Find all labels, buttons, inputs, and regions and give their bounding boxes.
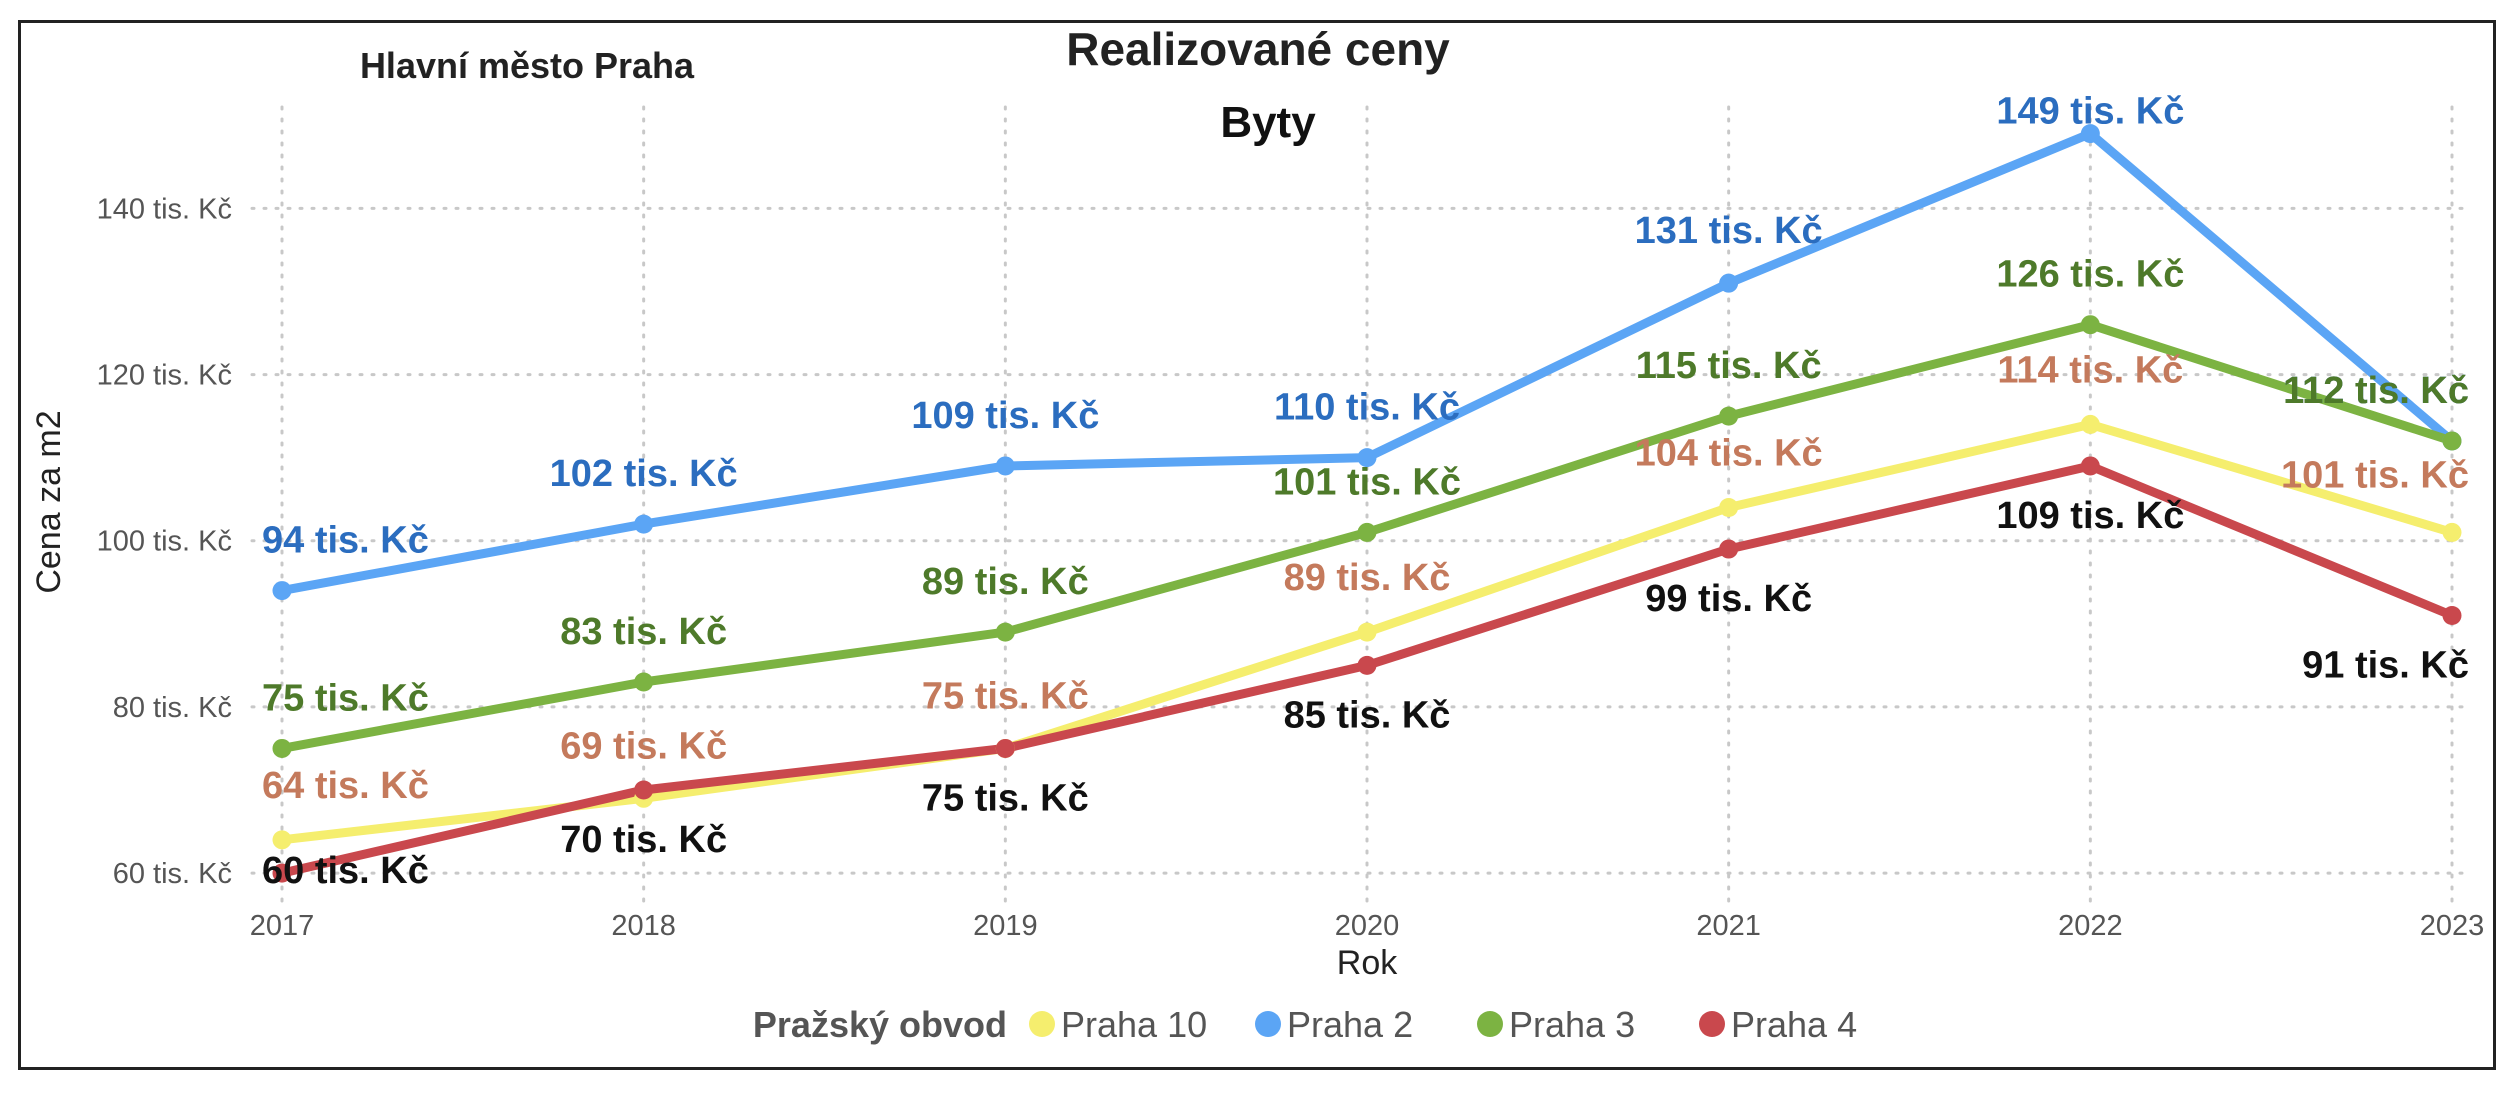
chart-subtitle: Byty [1220, 98, 1316, 147]
chart-frame [18, 20, 2496, 1070]
data-label: 112 tis. Kč [2283, 370, 2469, 412]
data-point [2442, 522, 2462, 542]
data-point [2442, 606, 2462, 626]
legend-marker [1255, 1011, 1281, 1037]
data-label: 64 tis. Kč [262, 765, 429, 807]
data-label: 89 tis. Kč [922, 561, 1089, 603]
data-point [1719, 539, 1739, 559]
data-label: 126 tis. Kč [1996, 254, 2184, 296]
x-tick-label: 2022 [2058, 910, 2123, 942]
y-tick-label: 140 tis. Kč [97, 193, 232, 225]
axis-ticks: 2017 2018 2019 2020 2021 2022 2023 60 tis. Kč 80… [97, 193, 2485, 942]
data-point [2080, 315, 2100, 335]
x-tick-label: 2023 [2420, 910, 2485, 942]
legend-marker [1699, 1011, 1725, 1037]
data-label: 115 tis. Kč [1636, 345, 1822, 387]
data-label: 112 tis. Kč [2283, 370, 2469, 412]
data-point [1719, 498, 1739, 517]
region-label: Hlavní město Praha [360, 45, 695, 86]
data-point [1357, 622, 1377, 642]
legend-items: Praha 10 Praha 2 Praha 3 Praha 4 [1029, 1004, 1857, 1045]
data-point [2080, 414, 2100, 434]
legend-item: Praha 3 [1477, 1004, 1635, 1045]
legend-label: Praha 10 [1061, 1004, 1207, 1045]
data-point [272, 581, 292, 601]
data-point [1719, 273, 1739, 293]
data-point [995, 738, 1015, 758]
grid [250, 105, 2466, 904]
legend-label: Praha 4 [1731, 1004, 1857, 1045]
data-label: 110 tis. Kč [1274, 387, 1460, 429]
data-point [1357, 655, 1377, 675]
y-tick-label: 80 tis. Kč [113, 692, 232, 724]
data-point [1357, 522, 1377, 542]
legend-item: Praha 2 [1255, 1004, 1413, 1045]
data-label: 89 tis. Kč [1284, 557, 1451, 599]
data-label: 60 tis. Kč [262, 850, 429, 892]
data-point [995, 622, 1015, 642]
data-point [634, 514, 654, 534]
data-point [2442, 431, 2462, 451]
y-axis-title: Cena za m2 [30, 410, 68, 593]
data-label: 83 tis. Kč [560, 611, 727, 653]
data-label: 149 tis. Kč [1996, 91, 2184, 133]
data-label: 131 tis. Kč [1635, 210, 1823, 252]
y-tick-label: 100 tis. Kč [97, 526, 232, 558]
data-point [995, 456, 1015, 476]
data-label: 109 tis. Kč [911, 395, 1099, 437]
data-point [272, 738, 292, 758]
x-tick-label: 2017 [250, 910, 315, 942]
legend: Pražský obvod Praha 10 Praha 2 Praha 3 Prah… [753, 1004, 1857, 1045]
data-label: 101 tis. Kč [2281, 454, 2469, 496]
y-tick-label: 60 tis. Kč [113, 858, 232, 890]
data-point [2080, 124, 2100, 144]
x-tick-label: 2018 [611, 910, 676, 942]
data-label: 70 tis. Kč [560, 819, 727, 861]
data-point [634, 672, 654, 692]
legend-item: Praha 4 [1699, 1004, 1857, 1045]
data-label: 114 tis. Kč [1997, 349, 2183, 391]
data-label: 75 tis. Kč [922, 675, 1089, 717]
data-point [634, 780, 654, 800]
data-point [272, 830, 292, 850]
data-label: 101 tis. Kč [1273, 461, 1461, 503]
legend-label: Praha 3 [1509, 1004, 1635, 1045]
data-point [1719, 406, 1739, 426]
data-label: 69 tis. Kč [560, 725, 727, 767]
data-points [272, 124, 2462, 883]
data-label: 91 tis. Kč [2302, 645, 2469, 687]
chart-title: Realizované ceny [1066, 23, 1450, 75]
data-label: 75 tis. Kč [922, 777, 1089, 819]
legend-item: Praha 10 [1029, 1004, 1207, 1045]
x-tick-label: 2021 [1696, 910, 1761, 942]
data-labels: 64 tis. Kč 69 tis. Kč 75 tis. Kč 89 tis. Kč… [262, 91, 2469, 892]
data-label: 99 tis. Kč [1645, 578, 1812, 620]
legend-title: Pražský obvod [753, 1004, 1007, 1045]
data-label: 75 tis. Kč [262, 677, 429, 719]
legend-marker [1029, 1011, 1055, 1037]
data-label: 102 tis. Kč [550, 453, 738, 495]
data-label: 109 tis. Kč [1996, 495, 2184, 537]
x-axis-title: Rok [1337, 944, 1398, 982]
data-label: 94 tis. Kč [262, 520, 429, 562]
legend-label: Praha 2 [1287, 1004, 1413, 1045]
data-point [1357, 448, 1377, 468]
data-label: 104 tis. Kč [1635, 433, 1823, 475]
data-point [2080, 456, 2100, 476]
data-label: 85 tis. Kč [1284, 694, 1451, 736]
data-point [272, 863, 292, 883]
x-tick-label: 2019 [973, 910, 1038, 942]
legend-marker [1477, 1011, 1503, 1037]
x-tick-label: 2020 [1335, 910, 1400, 942]
y-tick-label: 120 tis. Kč [97, 360, 232, 392]
